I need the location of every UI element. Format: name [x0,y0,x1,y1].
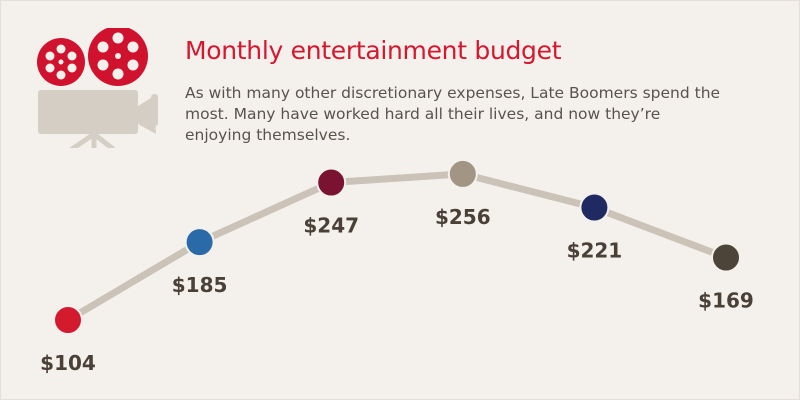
chart-subtitle: As with many other discretionary expense… [185,84,721,144]
line-segment [461,170,596,211]
data-point [447,158,478,189]
data-point [579,192,610,223]
data-label: $256 [435,205,491,229]
movie-camera-icon [37,28,158,148]
line-segment [330,170,464,187]
data-label: $247 [303,214,359,238]
data-labels-group: $104 $185 $247 $256 $221 $169 [40,205,754,375]
data-point [53,305,83,336]
data-label: $221 [567,239,623,263]
data-label: $169 [698,289,754,313]
data-label: $104 [40,351,96,375]
data-point [711,242,741,273]
series-line-group [66,170,728,324]
data-point [184,227,215,258]
chart-title: Monthly entertainment budget [185,36,562,65]
line-segment [198,179,333,246]
line-segment [593,204,728,261]
data-point [316,167,347,198]
line-segment [66,239,202,324]
data-label: $185 [172,273,228,297]
data-points-group [53,158,741,336]
